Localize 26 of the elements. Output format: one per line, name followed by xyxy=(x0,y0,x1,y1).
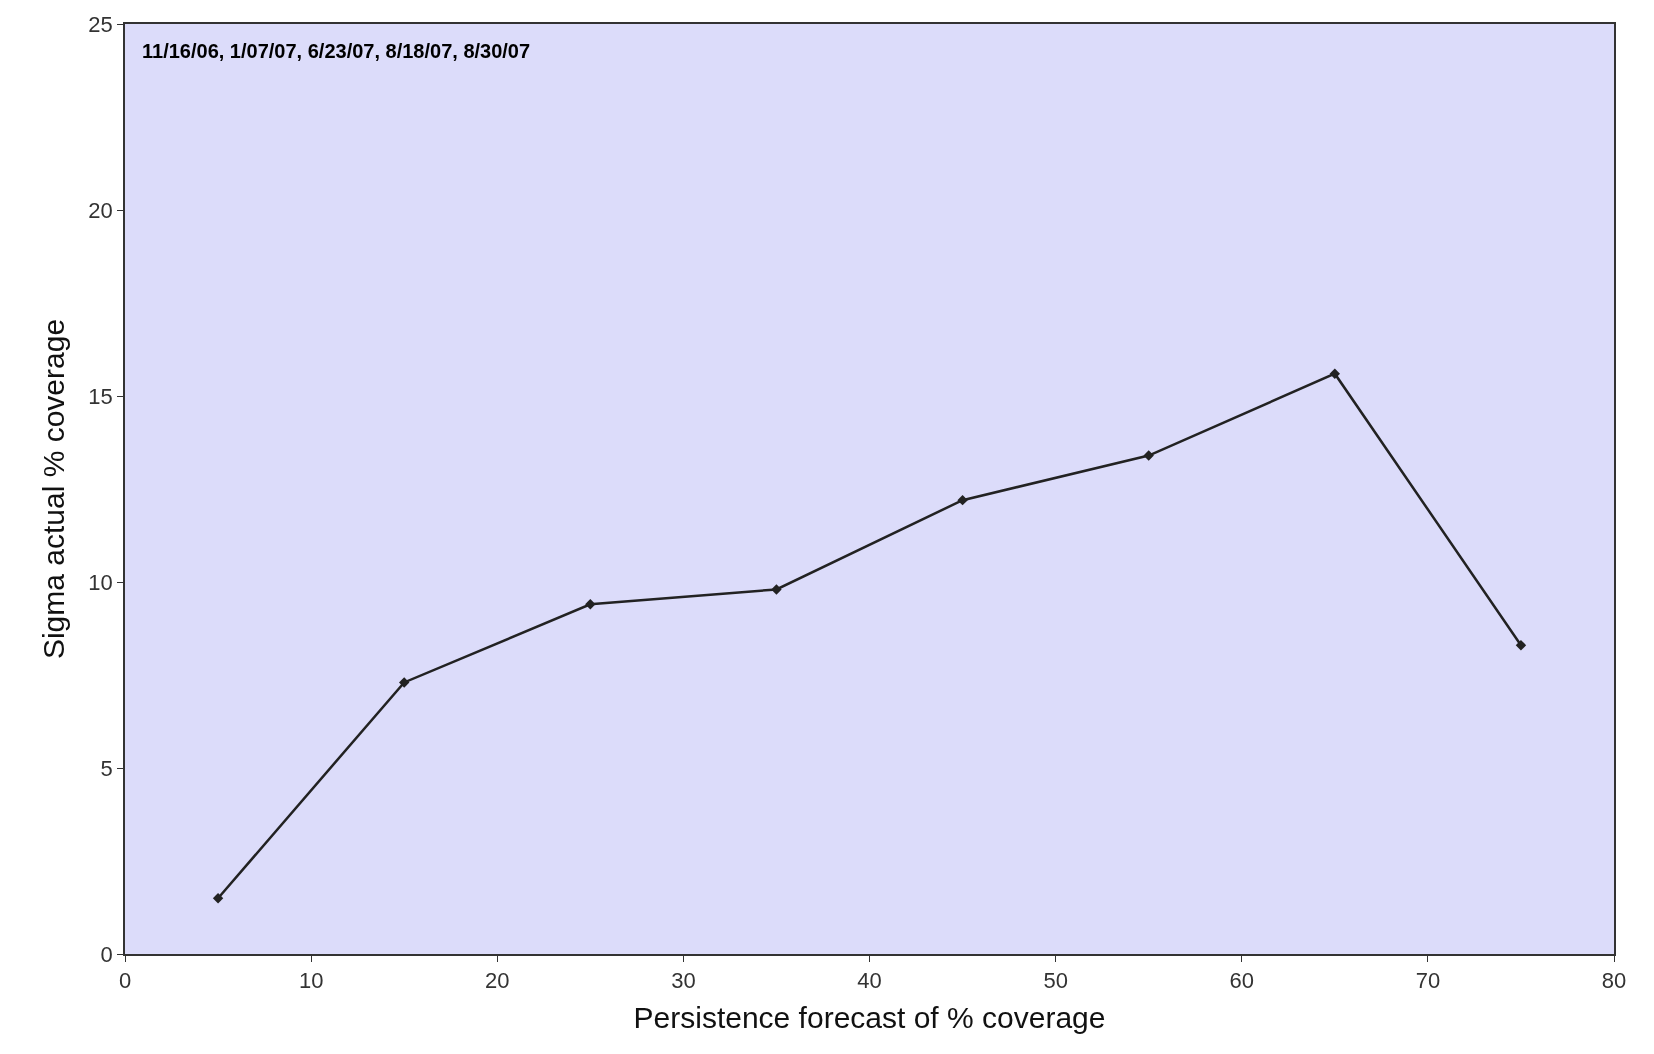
y-tick-label: 25 xyxy=(88,11,113,37)
y-tick-label: 10 xyxy=(88,569,113,595)
point xyxy=(1143,450,1154,461)
x-tick-label: 50 xyxy=(1043,968,1068,994)
x-axis-title: Persistence forecast of % coverage xyxy=(633,1001,1106,1035)
x-tick-label: 80 xyxy=(1601,968,1627,994)
x-tick-label: 10 xyxy=(298,968,324,994)
point xyxy=(771,584,782,595)
y-tick-label: 0 xyxy=(100,941,113,967)
x-tick-label: 0 xyxy=(118,968,132,994)
x-tick-label: 20 xyxy=(485,968,510,994)
x-tick-label: 70 xyxy=(1415,968,1441,994)
point xyxy=(398,677,410,688)
point xyxy=(1329,368,1341,379)
point xyxy=(957,494,968,506)
y-tick-label: 15 xyxy=(88,383,113,409)
y-tick-label: 5 xyxy=(100,755,113,781)
point xyxy=(1515,640,1527,651)
y-axis-title: Sigma actual % coverage xyxy=(36,318,70,660)
point xyxy=(585,599,596,610)
x-tick-label: 60 xyxy=(1229,968,1254,994)
y-tick-label: 20 xyxy=(88,197,113,223)
annotation: 11/16/06, 1/07/07, 6/23/07, 8/18/07, 8/30/07 xyxy=(142,40,531,62)
x-tick-label: 40 xyxy=(857,968,882,994)
x-tick-label: 30 xyxy=(671,968,696,994)
point xyxy=(212,893,224,904)
